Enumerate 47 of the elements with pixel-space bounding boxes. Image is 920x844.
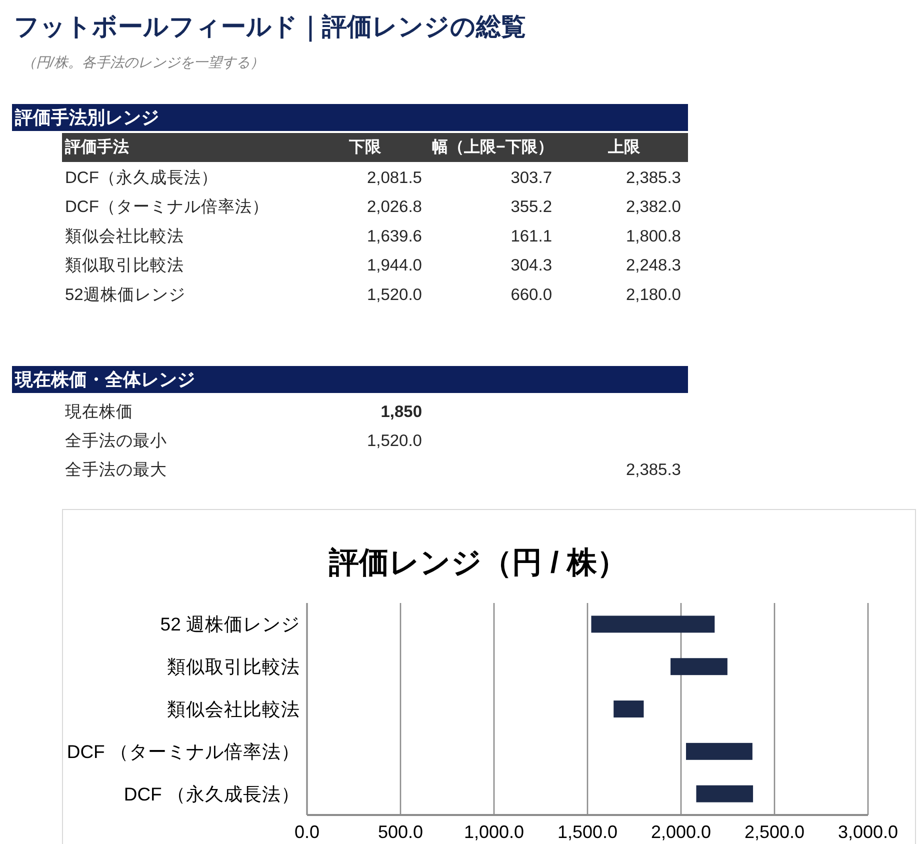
x-tick-label: 3,000.0 bbox=[838, 822, 898, 842]
subtitle: （円/株。各手法のレンジを一望する） bbox=[22, 54, 264, 70]
table-header: 下限 bbox=[349, 139, 381, 156]
table-value: 1,944.0 bbox=[366, 256, 422, 275]
table-row-label: 52週株価レンジ bbox=[65, 286, 186, 304]
table-value: 660.0 bbox=[510, 286, 552, 304]
x-tick-label: 1,000.0 bbox=[464, 822, 524, 842]
category-label: 類似取引比較法 bbox=[167, 656, 300, 678]
table-value: 1,520.0 bbox=[366, 432, 422, 450]
table-row-label: 類似取引比較法 bbox=[65, 256, 184, 275]
x-tick-label: 2,000.0 bbox=[650, 822, 712, 842]
table-row-label: 類似会社比較法 bbox=[65, 227, 184, 246]
x-tick-label: 500.0 bbox=[378, 822, 424, 842]
table-value: 2,081.5 bbox=[366, 169, 422, 187]
chart-title: 評価レンジ（円 / 株） bbox=[329, 546, 627, 580]
table-row-label: 全手法の最小 bbox=[65, 432, 167, 450]
table-value: 2,248.3 bbox=[626, 256, 681, 275]
table-value: 161.1 bbox=[510, 227, 552, 246]
table-value: 2,385.3 bbox=[626, 169, 681, 187]
table-value: 355.2 bbox=[510, 198, 552, 216]
table-row-label: 現在株価 bbox=[65, 403, 133, 421]
table-value: 2,382.0 bbox=[626, 198, 681, 216]
table-value: 1,639.6 bbox=[366, 227, 422, 246]
x-tick-label: 2,500.0 bbox=[744, 822, 805, 842]
table-header: 評価手法 bbox=[65, 139, 129, 156]
category-label: DCF （永久成長法） bbox=[124, 783, 300, 804]
table-value: 303.7 bbox=[510, 169, 552, 187]
table-row-label: 全手法の最大 bbox=[65, 461, 167, 479]
section-title: 評価手法別レンジ bbox=[15, 108, 159, 128]
table-value: 1,850 bbox=[380, 403, 422, 421]
table-value: 2,026.8 bbox=[366, 198, 422, 216]
title: フットボールフィールド｜評価レンジの総覧 bbox=[14, 13, 526, 41]
category-label: 52 週株価レンジ bbox=[160, 614, 300, 635]
table-value: 2,180.0 bbox=[626, 286, 681, 304]
table-header: 上限 bbox=[608, 139, 640, 156]
table-value: 1,800.8 bbox=[626, 227, 681, 246]
category-label: 類似会社比較法 bbox=[167, 698, 300, 720]
table-value: 1,520.0 bbox=[366, 286, 422, 304]
table-row-label: DCF（ターミナル倍率法） bbox=[65, 198, 269, 216]
table-header: 幅（上限−下限） bbox=[432, 139, 554, 156]
table-value: 2,385.3 bbox=[626, 461, 681, 479]
table-value: 304.3 bbox=[510, 256, 552, 275]
x-tick-label: 1,500.0 bbox=[557, 822, 618, 842]
x-tick-label: 0.0 bbox=[294, 822, 320, 842]
section-title: 現在株価・全体レンジ bbox=[15, 370, 195, 390]
category-label: DCF （ターミナル倍率法） bbox=[66, 740, 300, 762]
table-row-label: DCF（永久成長法） bbox=[65, 169, 218, 187]
